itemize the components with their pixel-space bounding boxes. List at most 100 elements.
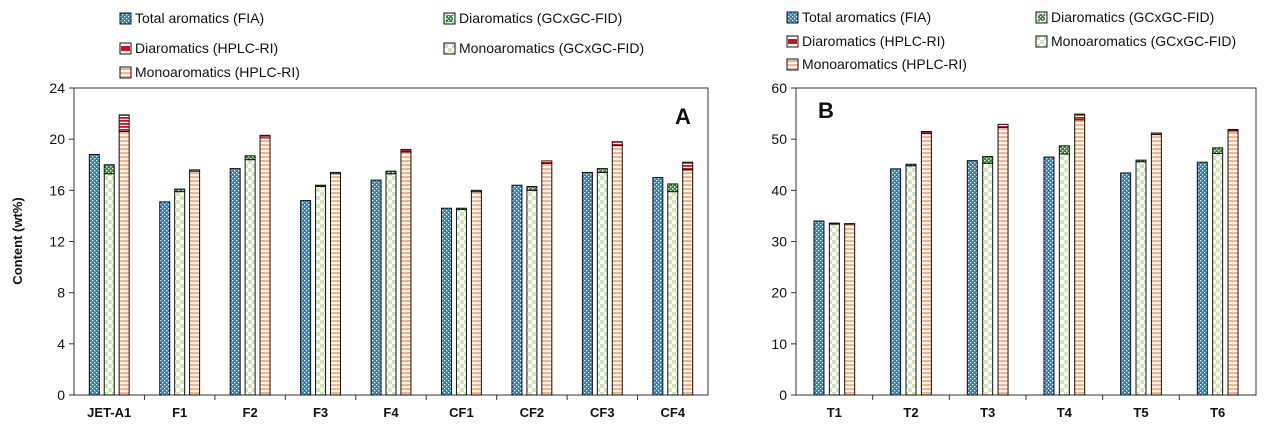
- bar-di-gc-t2: [905, 163, 917, 167]
- bar-mono-gc-t3: [982, 162, 994, 396]
- bar-mono-hplc-t6: [1227, 130, 1239, 396]
- legend-item-mono-gc: Monoaromatics (GCxGC-FID): [443, 40, 644, 56]
- bar-mono-gc-t2: [905, 165, 917, 396]
- bar-mono-gc-t6: [1212, 152, 1224, 396]
- bar-di-gc-t5: [1135, 159, 1147, 163]
- bar-mono-hplc-cf1: [470, 191, 482, 396]
- legend-label-di-hplc-b: Diaromatics (HPLC-RI): [802, 33, 945, 49]
- y-tick-label: 24: [49, 80, 65, 96]
- bar-mono-gc-f1: [174, 191, 186, 396]
- bar-di-gc-t3: [982, 156, 994, 164]
- bar-fia-t3: [966, 160, 978, 396]
- y-tick-label: 8: [57, 285, 65, 301]
- bar-di-hplc-cf4: [682, 161, 694, 171]
- bar-mono-gc-f2: [244, 159, 256, 396]
- bar-di-gc-f1: [174, 188, 186, 193]
- bar-fia-f2: [229, 168, 241, 396]
- legend-item-mono-gc-b: Monoaromatics (GCxGC-FID): [1035, 33, 1236, 49]
- bar-di-gc-cf3: [596, 168, 608, 173]
- bar-mono-hplc-cf2: [541, 162, 553, 396]
- x-tick-label-cf1: CF1: [449, 405, 474, 420]
- x-tick-label-f3: F3: [313, 405, 328, 420]
- x-ticks-b: T1 T2 T3 T4 T5 T6: [827, 395, 1225, 420]
- legend-item-mono-hplc: Monoaromatics (HPLC-RI): [119, 64, 300, 80]
- bar-fia-t1: [813, 220, 825, 396]
- bar-di-hplc-t4: [1074, 113, 1086, 121]
- bar-mono-hplc-t4: [1074, 119, 1086, 396]
- bar-mono-hplc-f1: [189, 170, 201, 396]
- bar-mono-gc-cf2: [526, 189, 538, 396]
- bar-di-hplc-f3: [329, 171, 341, 175]
- x-tick-label-jet-a1: JET-A1: [87, 405, 131, 420]
- y-tick-label: 16: [49, 182, 65, 198]
- bar-di-hplc-f1: [189, 169, 201, 172]
- bar-di-gc-f4: [385, 170, 397, 175]
- legend-label-mono-hplc: Monoaromatics (HPLC-RI): [135, 64, 300, 80]
- y-ticks-b: 0 10 20 30 40 50 60: [771, 80, 796, 403]
- bar-fia-t4: [1043, 156, 1055, 396]
- panel-label-b: B: [818, 98, 834, 123]
- bar-di-hplc-t2: [920, 130, 932, 135]
- bar-mono-gc-t5: [1135, 161, 1147, 396]
- y-tick-label: 40: [771, 182, 787, 198]
- y-ticks-a: 0 4 8 12 16 20 24: [49, 80, 74, 403]
- y-tick-label: 0: [57, 387, 65, 403]
- y-axis-title-a: Content (wt%): [10, 197, 25, 284]
- bar-di-gc-t4: [1058, 145, 1070, 155]
- y-tick-label: 12: [49, 234, 65, 250]
- chart-panel-a: Content (wt%) A 0 4 8 12 16 20 24 JET-A1 F1 F2 F3…: [10, 80, 709, 420]
- legend-swatch-mono-gc: [443, 42, 456, 55]
- x-tick-label-f2: F2: [243, 405, 258, 420]
- legend-swatch-fia: [119, 12, 132, 25]
- x-tick-label-f1: F1: [172, 405, 187, 420]
- bar-fia-jet-a1: [88, 154, 100, 396]
- y-tick-label: 50: [771, 131, 787, 147]
- bar-fia-cf2: [511, 184, 523, 396]
- legend-label-fia: Total aromatics (FIA): [135, 10, 264, 26]
- x-tick-label-t4: T4: [1057, 405, 1073, 420]
- bar-mono-gc-t1: [828, 223, 840, 396]
- bar-di-hplc-cf2: [541, 160, 553, 164]
- bar-di-hplc-t5: [1150, 132, 1162, 136]
- bar-fia-f4: [370, 179, 382, 396]
- bar-mono-hplc-t2: [920, 133, 932, 396]
- y-tick-label: 30: [771, 234, 787, 250]
- legend-swatch-fia-b: [786, 11, 799, 24]
- bar-mono-hplc-f2: [259, 137, 271, 396]
- bars-b: [813, 113, 1239, 396]
- legend-item-fia-b: Total aromatics (FIA): [786, 9, 931, 25]
- legend-item-di-hplc-b: Diaromatics (HPLC-RI): [786, 33, 945, 49]
- bar-fia-cf4: [652, 177, 664, 396]
- legend-label-mono-gc: Monoaromatics (GCxGC-FID): [459, 40, 644, 56]
- bar-fia-cf1: [441, 207, 453, 396]
- bar-di-hplc-f2: [259, 134, 271, 139]
- bar-di-hplc-f4: [400, 148, 412, 153]
- bar-di-hplc-cf1: [470, 189, 482, 193]
- bar-fia-f3: [300, 200, 312, 396]
- bar-di-gc-f3: [315, 184, 327, 187]
- y-tick-label: 4: [57, 336, 65, 352]
- bar-mono-gc-cf1: [455, 209, 467, 396]
- legend-item-di-hplc: Diaromatics (HPLC-RI): [119, 40, 278, 56]
- legend-b: Total aromatics (FIA) Diaromatics (GCxGC…: [786, 9, 1236, 72]
- y-tick-label: 60: [771, 80, 787, 96]
- bar-mono-gc-t4: [1058, 153, 1070, 396]
- bar-fia-t2: [890, 168, 902, 396]
- bar-di-hplc-t1: [844, 223, 856, 225]
- bar-di-hplc-t6: [1227, 128, 1239, 132]
- bar-mono-gc-f4: [385, 173, 397, 396]
- legend-swatch-mono-gc-b: [1035, 35, 1048, 48]
- bar-di-gc-t6: [1212, 147, 1224, 154]
- bar-fia-t5: [1120, 172, 1132, 396]
- bar-mono-hplc-t5: [1150, 134, 1162, 396]
- bar-di-gc-f2: [244, 155, 256, 161]
- legend-item-di-gc: Diaromatics (GCxGC-FID): [443, 10, 622, 26]
- bar-mono-gc-cf3: [596, 171, 608, 396]
- legend-label-di-gc-b: Diaromatics (GCxGC-FID): [1051, 9, 1214, 25]
- bar-mono-hplc-cf3: [611, 145, 623, 396]
- legend-label-mono-gc-b: Monoaromatics (GCxGC-FID): [1051, 33, 1236, 49]
- y-tick-label: 10: [771, 336, 787, 352]
- bar-mono-gc-f3: [315, 185, 327, 396]
- bar-mono-hplc-f4: [400, 151, 412, 396]
